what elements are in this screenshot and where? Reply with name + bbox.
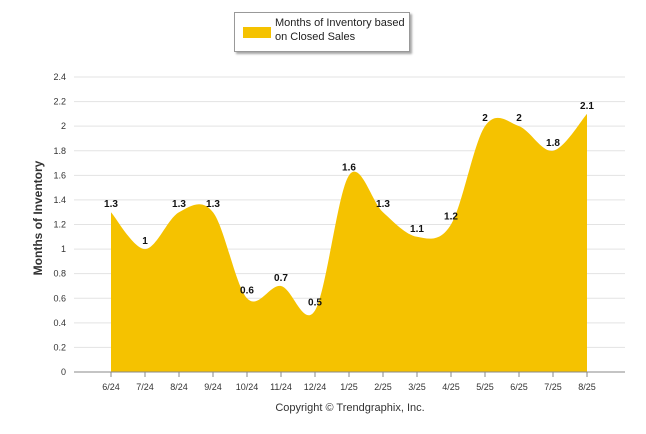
data-label: 0.6	[240, 285, 254, 296]
legend-label: Months of Inventory based on Closed Sale…	[275, 17, 405, 43]
data-label: 1.2	[444, 212, 458, 223]
x-tick-label: 6/24	[102, 382, 120, 392]
y-tick-label: 1	[61, 244, 66, 254]
x-tick-label: 9/24	[204, 382, 222, 392]
copyright-text: Copyright © Trendgraphix, Inc.	[275, 402, 425, 414]
x-tick-label: 5/25	[476, 382, 494, 392]
data-label: 1.8	[546, 138, 560, 149]
data-label: 1.3	[376, 199, 390, 210]
x-axis-ticks: 6/24 7/24 8/24 9/24 10/24 11/24 12/24 1/25 2/25 3…	[102, 372, 596, 392]
y-tick-label: 0	[61, 367, 66, 377]
data-label: 1.3	[172, 199, 186, 210]
x-tick-label: 12/24	[304, 382, 327, 392]
x-tick-label: 10/24	[236, 382, 259, 392]
x-tick-label: 8/25	[578, 382, 596, 392]
y-tick-label: 1.6	[53, 170, 66, 180]
data-label: 2	[482, 113, 488, 124]
y-tick-label: 0.4	[53, 318, 66, 328]
y-tick-label: 0.6	[53, 293, 66, 303]
data-labels: 1.3 1 1.3 1.3 0.6 0.7 0.5 1.6 1.3 1.1 1.2 2 2 1.8 2.1	[104, 101, 594, 309]
data-label: 1.3	[206, 199, 220, 210]
x-tick-label: 1/25	[340, 382, 358, 392]
y-tick-label: 2.4	[53, 72, 66, 82]
legend: Months of Inventory based on Closed Sale…	[234, 12, 410, 52]
y-tick-label: 0.8	[53, 269, 66, 279]
x-tick-label: 8/24	[170, 382, 188, 392]
series-area	[111, 113, 587, 372]
x-tick-label: 7/25	[544, 382, 562, 392]
y-tick-label: 2	[61, 121, 66, 131]
x-tick-label: 6/25	[510, 382, 528, 392]
x-tick-label: 2/25	[374, 382, 392, 392]
y-tick-label: 1.4	[53, 195, 66, 205]
y-tick-label: 1.2	[53, 220, 66, 230]
y-tick-label: 1.8	[53, 146, 66, 156]
y-axis-label: Months of Inventory	[31, 160, 45, 275]
x-tick-label: 3/25	[408, 382, 426, 392]
data-label: 1.3	[104, 199, 118, 210]
data-label: 2.1	[580, 101, 594, 112]
y-tick-label: 2.2	[53, 97, 66, 107]
data-label: 1.1	[410, 224, 424, 235]
data-label: 1.6	[342, 162, 356, 173]
x-tick-label: 11/24	[270, 382, 292, 392]
data-label: 1	[142, 236, 148, 247]
data-label: 0.7	[274, 273, 288, 284]
data-label: 0.5	[308, 298, 322, 309]
y-axis-ticks: 0 0.2 0.4 0.6 0.8 1 1.2 1.4 1.6 1.8 2 2.2 2.4	[53, 72, 66, 377]
data-label: 2	[516, 113, 522, 124]
x-tick-label: 4/25	[442, 382, 460, 392]
x-tick-label: 7/24	[136, 382, 154, 392]
legend-swatch	[243, 27, 271, 38]
y-tick-label: 0.2	[53, 342, 66, 352]
